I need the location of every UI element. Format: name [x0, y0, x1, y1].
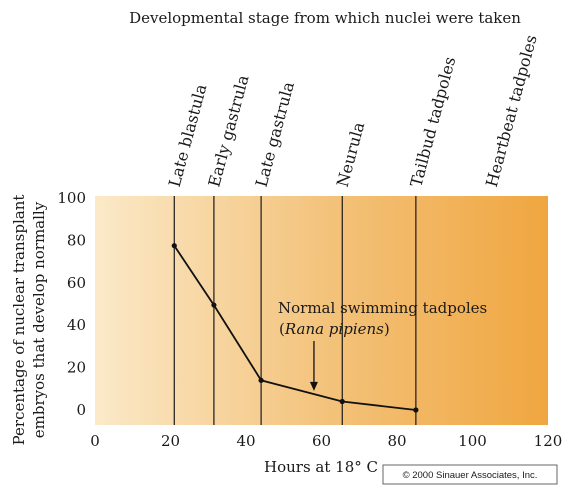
data-point: [339, 398, 345, 405]
stage-label: Tailbud tadpoles: [406, 55, 459, 189]
stage-label: Late blastula: [165, 82, 211, 189]
stage-label: Heartbeat tadpoles: [482, 33, 541, 189]
x-tick-label: 80: [387, 432, 406, 450]
y-tick-label: 60: [67, 274, 86, 292]
data-point: [171, 243, 177, 249]
y-tick-labels: 0 20 40 60 80 100: [57, 189, 86, 419]
x-axis-title: Hours at 18° C: [264, 458, 378, 476]
y-tick-label: 0: [76, 401, 86, 419]
x-tick-label: 120: [534, 432, 563, 450]
arrow-head: [309, 381, 318, 391]
plot-background: [95, 196, 548, 425]
stage-lines: [173, 196, 417, 425]
data-series: [171, 243, 419, 413]
data-point: [413, 407, 419, 413]
x-tick-label: 60: [312, 432, 331, 450]
stage-label: Early gastrula: [204, 72, 252, 189]
y-tick-label: 100: [57, 189, 86, 207]
credit-box: [382, 464, 558, 485]
y-axis-title-line2: embryos that develop normally: [30, 201, 48, 438]
stage-label: Late gastrula: [252, 79, 298, 189]
annotation-line2: (Rana pipiens): [279, 320, 390, 338]
x-tick-label: 40: [236, 432, 255, 450]
annotation-arrow: [309, 341, 318, 391]
x-tick-label: 0: [90, 432, 100, 450]
stage-label: Neurula: [333, 120, 369, 189]
data-point: [258, 377, 264, 383]
data-point: [211, 302, 217, 308]
y-tick-label: 80: [67, 231, 86, 249]
x-tick-label: 100: [458, 432, 487, 450]
y-axis-title-line1: Percentage of nuclear transplant: [10, 195, 28, 446]
y-tick-label: 20: [67, 359, 86, 377]
chart-title: Developmental stage from which nuclei we…: [129, 9, 521, 27]
x-tick-label: 20: [161, 432, 180, 450]
credit-text: © 2000 Sinauer Associates, Inc.: [403, 470, 538, 481]
x-tick-labels: 0 20 40 60 80 100 120: [90, 432, 562, 450]
y-tick-label: 40: [67, 316, 86, 334]
annotation-line1: Normal swimming tadpoles: [278, 299, 487, 317]
